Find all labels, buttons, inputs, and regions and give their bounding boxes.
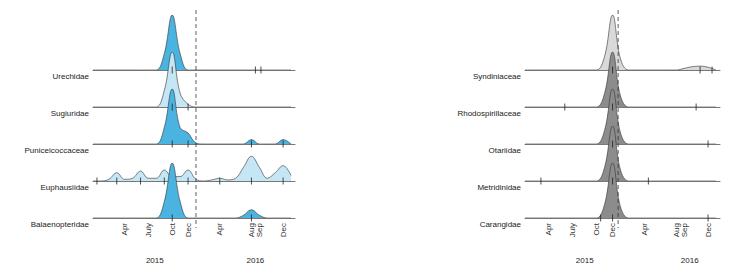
svg-text:2016: 2016 — [246, 256, 264, 265]
svg-text:Balaenopteridae: Balaenopteridae — [31, 220, 90, 229]
svg-text:Sep: Sep — [680, 222, 689, 237]
svg-text:Dec: Dec — [608, 223, 617, 237]
svg-text:2015: 2015 — [146, 256, 164, 265]
svg-text:Apr: Apr — [120, 223, 129, 236]
svg-text:Puniceicoccaceae: Puniceicoccaceae — [25, 146, 90, 155]
svg-text:Dec: Dec — [184, 223, 193, 237]
svg-text:Dec: Dec — [279, 223, 288, 237]
svg-text:Apr: Apr — [544, 223, 553, 236]
svg-text:July: July — [144, 223, 153, 237]
svg-text:2016: 2016 — [681, 256, 699, 265]
svg-text:Syndiniaceae: Syndiniaceae — [473, 72, 522, 81]
svg-text:Aug: Aug — [671, 223, 681, 238]
svg-text:2015: 2015 — [576, 256, 594, 265]
svg-text:Dec: Dec — [704, 223, 713, 237]
svg-text:Apr: Apr — [215, 223, 224, 236]
svg-text:Carangidae: Carangidae — [480, 220, 522, 229]
svg-text:Urechidae: Urechidae — [53, 72, 90, 81]
svg-text:Aug: Aug — [246, 223, 256, 238]
svg-text:Metridinidae: Metridinidae — [477, 183, 521, 192]
svg-text:Sep: Sep — [255, 222, 264, 237]
svg-text:Oct: Oct — [592, 222, 601, 235]
svg-text:Otariidae: Otariidae — [489, 146, 522, 155]
svg-text:Oct: Oct — [168, 222, 177, 235]
svg-text:Euphausiidae: Euphausiidae — [41, 183, 90, 192]
svg-text:Apr: Apr — [640, 223, 649, 236]
svg-text:Sugiuridae: Sugiuridae — [51, 109, 90, 118]
svg-text:July: July — [568, 223, 577, 237]
svg-text:Rhodospirillaceae: Rhodospirillaceae — [457, 109, 521, 118]
